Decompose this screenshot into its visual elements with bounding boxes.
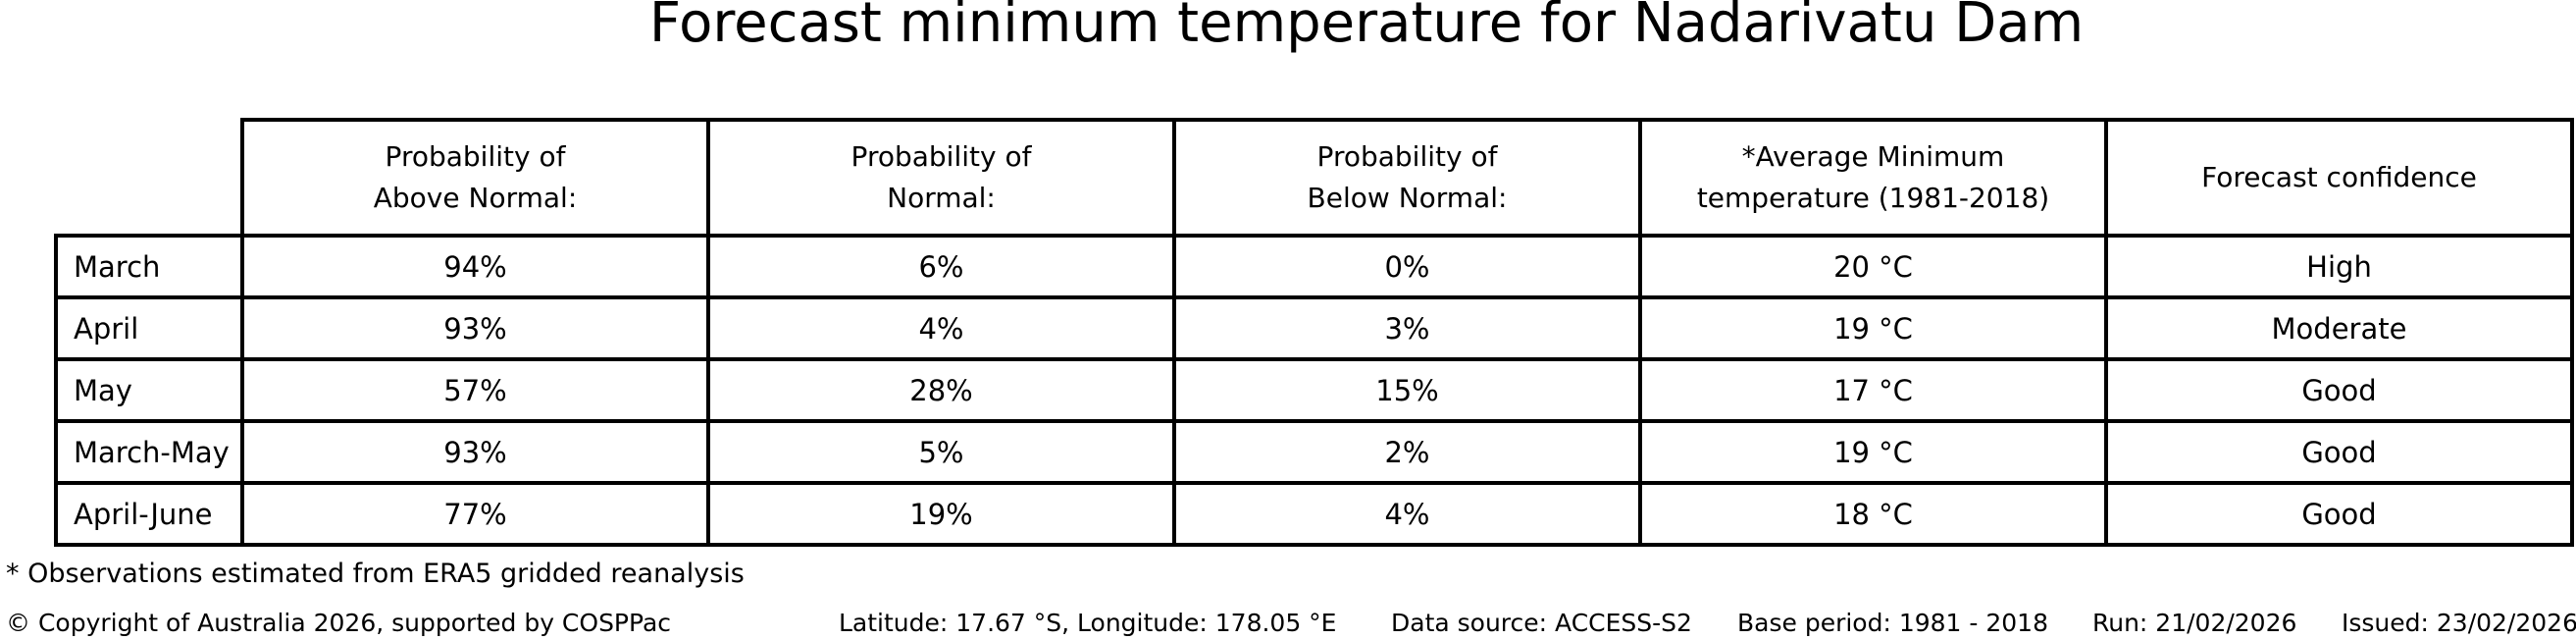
table-row-april-june: April-June 77% 19% 4% 18 °C Good (54, 481, 2574, 547)
cell-below-normal: 4% (1172, 481, 1642, 547)
cell-below-normal: 3% (1172, 295, 1642, 361)
cell-confidence: Good (2104, 419, 2574, 485)
header-above-normal: Probability of Above Normal: (240, 118, 710, 238)
cell-above-normal: 93% (240, 295, 710, 361)
cell-confidence: High (2104, 234, 2574, 299)
cell-avg-temp: 17 °C (1638, 357, 2108, 423)
footer-bar: © Copyright of Australia 2026, supported… (0, 609, 2576, 640)
row-label: March-May (54, 419, 244, 485)
cell-normal: 4% (706, 295, 1176, 361)
header-below-normal: Probability of Below Normal: (1172, 118, 1642, 238)
data-source-text: Data source: ACCESS-S2 (1391, 609, 1692, 637)
cell-below-normal: 0% (1172, 234, 1642, 299)
cell-above-normal: 94% (240, 234, 710, 299)
row-label: April (54, 295, 244, 361)
footnote: * Observations estimated from ERA5 gridd… (6, 559, 745, 589)
corner-cell (56, 120, 242, 236)
cell-normal: 5% (706, 419, 1176, 485)
cell-normal: 19% (706, 481, 1176, 547)
header-row: Probability of Above Normal: Probability… (56, 118, 2574, 238)
cell-normal: 28% (706, 357, 1176, 423)
header-normal: Probability of Normal: (706, 118, 1176, 238)
base-period-text: Base period: 1981 - 2018 (1737, 609, 2048, 637)
cell-below-normal: 2% (1172, 419, 1642, 485)
header-forecast-confidence: Forecast confidence (2104, 118, 2574, 238)
cell-normal: 6% (706, 234, 1176, 299)
cell-below-normal: 15% (1172, 357, 1642, 423)
latitude-longitude-text: Latitude: 17.67 °S, Longitude: 178.05 °E (839, 609, 1337, 637)
page-title: Forecast minimum temperature for Nadariv… (648, 0, 2085, 55)
table-row-march: March 94% 6% 0% 20 °C High (54, 234, 2574, 299)
forecast-table: Probability of Above Normal: Probability… (54, 118, 2574, 547)
cell-above-normal: 77% (240, 481, 710, 547)
cell-confidence: Moderate (2104, 295, 2574, 361)
issued-date-text: Issued: 23/02/2026 (2342, 609, 2576, 637)
cell-avg-temp: 20 °C (1638, 234, 2108, 299)
cell-avg-temp: 19 °C (1638, 295, 2108, 361)
cell-avg-temp: 19 °C (1638, 419, 2108, 485)
cell-above-normal: 57% (240, 357, 710, 423)
row-label: March (54, 234, 244, 299)
run-date-text: Run: 21/02/2026 (2092, 609, 2297, 637)
table-row-march-may: March-May 93% 5% 2% 19 °C Good (54, 419, 2574, 485)
table-row-may: May 57% 28% 15% 17 °C Good (54, 357, 2574, 423)
copyright-text: © Copyright of Australia 2026, supported… (6, 609, 672, 637)
cell-confidence: Good (2104, 481, 2574, 547)
cell-avg-temp: 18 °C (1638, 481, 2108, 547)
row-label: April-June (54, 481, 244, 547)
header-average-min-temp: *Average Minimum temperature (1981-2018) (1638, 118, 2108, 238)
row-label: May (54, 357, 244, 423)
table-row-april: April 93% 4% 3% 19 °C Moderate (54, 295, 2574, 361)
cell-above-normal: 93% (240, 419, 710, 485)
cell-confidence: Good (2104, 357, 2574, 423)
